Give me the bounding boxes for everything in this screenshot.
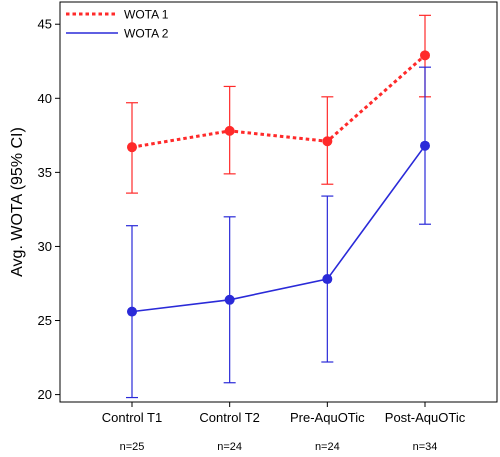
series-line bbox=[131, 54, 426, 149]
y-tick-label: 30 bbox=[38, 239, 52, 254]
y-tick-label: 20 bbox=[38, 387, 52, 402]
data-point bbox=[224, 294, 235, 305]
y-tick-label: 45 bbox=[38, 17, 52, 32]
sample-size-label: n=34 bbox=[413, 441, 438, 453]
data-point bbox=[420, 50, 430, 61]
series-2 bbox=[126, 66, 431, 399]
y-tick-label: 25 bbox=[38, 313, 52, 328]
x-axis: Control T1 n=25 Control T2 n=24 Pre-AquOTic n… bbox=[102, 402, 466, 453]
sample-size-label: n=24 bbox=[315, 441, 340, 453]
y-axis-title: Avg. WOTA (95% CI) bbox=[9, 127, 26, 277]
x-tick-label: Control T2 bbox=[199, 410, 259, 425]
data-point bbox=[322, 274, 333, 285]
legend-label: WOTA 1 bbox=[124, 8, 169, 22]
x-tick-label: Post-AquOTic bbox=[385, 410, 466, 425]
series-1 bbox=[126, 14, 431, 194]
data-point bbox=[127, 142, 137, 153]
data-point bbox=[420, 140, 430, 151]
sample-size-label: n=24 bbox=[217, 441, 242, 453]
y-axis: 20 25 30 35 40 45 bbox=[38, 17, 60, 402]
y-tick-label: 35 bbox=[38, 165, 52, 180]
data-point bbox=[322, 136, 333, 147]
x-tick-label: Pre-AquOTic bbox=[290, 410, 365, 425]
legend-label: WOTA 2 bbox=[124, 27, 169, 41]
legend: WOTA 1 WOTA 2 bbox=[66, 8, 169, 41]
plot-frame bbox=[59, 1, 498, 403]
data-point bbox=[127, 306, 137, 317]
series-layer bbox=[126, 14, 431, 399]
y-tick-label: 40 bbox=[38, 91, 52, 106]
series-line bbox=[131, 145, 426, 313]
data-point bbox=[224, 125, 235, 136]
sample-size-label: n=25 bbox=[120, 441, 145, 453]
x-tick-label: Control T1 bbox=[102, 410, 162, 425]
